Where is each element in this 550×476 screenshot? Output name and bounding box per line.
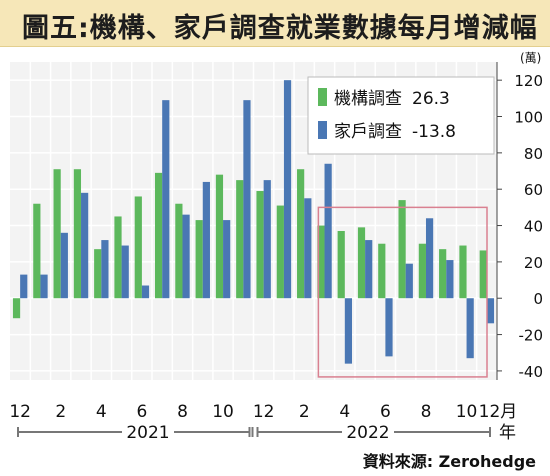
x-tick-label: 12 [253, 402, 275, 422]
bar-establishment-survey [276, 205, 284, 299]
legend-series-value: 26.3 [412, 89, 450, 109]
bar-establishment-survey [357, 227, 366, 299]
bar-household-survey [385, 298, 393, 357]
bar-household-survey [243, 100, 251, 299]
bar-household-survey [425, 218, 434, 299]
x-tick-label: 10 [456, 402, 478, 422]
x-tick-label: 6 [136, 402, 147, 422]
chart-title: 圖五:機構、家戶調查就業數據每月增減幅 [22, 13, 538, 44]
bar-household-survey [60, 232, 68, 299]
y-tick-label: -40 [519, 363, 544, 381]
bar-establishment-survey [317, 225, 325, 299]
year-label-backing [122, 422, 174, 442]
x-tick-label: 12月 [479, 402, 518, 422]
y-tick-label: 80 [524, 145, 543, 163]
legend-swatch [318, 121, 327, 139]
bar-household-survey [344, 298, 353, 364]
bar-household-survey [304, 198, 312, 299]
highlight-box [317, 206, 488, 378]
bar-household-survey [365, 240, 373, 299]
x-tick-label: 2 [55, 402, 66, 422]
bar-household-survey [202, 181, 210, 299]
bar-household-survey [101, 240, 109, 299]
bar-establishment-survey [154, 172, 163, 299]
bar-household-survey [40, 274, 48, 299]
bar-establishment-survey [195, 220, 203, 299]
x-tick-label: 8 [421, 402, 432, 422]
bar-establishment-survey [479, 250, 487, 299]
title-bar: 圖五:機構、家戶調查就業數據每月增減幅 [0, 0, 550, 47]
x-tick-label: 4 [339, 402, 350, 422]
x-tick-label: 6 [380, 402, 391, 422]
bar-household-survey [486, 298, 495, 324]
y-tick-label: 100 [514, 109, 543, 127]
year-label-backing [342, 422, 394, 442]
legend-series-value: -13.8 [412, 122, 456, 142]
bar-establishment-survey [53, 169, 61, 299]
bar-establishment-survey [439, 249, 447, 299]
bar-household-survey [405, 263, 413, 299]
legend-swatch [318, 88, 327, 106]
bar-household-survey [324, 163, 332, 299]
bar-household-survey [466, 298, 474, 359]
bar-establishment-survey [134, 196, 142, 299]
source-note: 資料來源: Zerohedge [362, 452, 536, 471]
x-tick-label: 10 [212, 402, 234, 422]
year-label: 2022 [346, 423, 389, 443]
y-tick-label: 40 [524, 218, 543, 236]
bar-establishment-survey [418, 243, 426, 299]
y-tick-label: -20 [519, 327, 544, 345]
x-tick-label: 8 [177, 402, 188, 422]
bar-household-survey [182, 214, 190, 299]
bar-household-survey [81, 192, 89, 299]
x-tick-label: 2 [299, 402, 310, 422]
bar-establishment-survey [94, 249, 102, 299]
bar-household-survey [446, 260, 454, 299]
bar-establishment-survey [12, 298, 21, 319]
bar-establishment-survey [215, 174, 224, 299]
bar-establishment-survey [73, 169, 82, 299]
bar-establishment-survey [297, 169, 305, 299]
bar-establishment-survey [114, 216, 122, 299]
bar-establishment-survey [236, 180, 244, 299]
bar-household-survey [263, 180, 271, 299]
bar-household-survey [141, 285, 150, 299]
y-tick-label: 0 [533, 290, 543, 308]
y-tick-label: 120 [514, 72, 543, 90]
bar-household-survey [223, 220, 231, 299]
bar-household-survey [20, 274, 28, 299]
bar-establishment-survey [459, 245, 467, 299]
bar-establishment-survey [378, 243, 386, 299]
bar-establishment-survey [256, 191, 264, 299]
bar-establishment-survey [337, 230, 345, 299]
bar-establishment-survey [33, 203, 41, 299]
legend-series-name: 家戶調查 [334, 122, 402, 142]
y-tick-label: 60 [524, 181, 543, 199]
x-tick-label: 4 [96, 402, 107, 422]
legend-box [307, 76, 495, 155]
bar-establishment-survey [398, 200, 406, 299]
x-tick-label: 12 [9, 402, 31, 422]
bar-establishment-survey [175, 203, 183, 299]
y-tick-label: 20 [524, 254, 543, 272]
year-suffix-label: 年 [499, 423, 516, 443]
bar-household-survey [162, 100, 170, 299]
legend-series-name: 機構調查 [334, 89, 402, 109]
bar-household-survey [121, 245, 129, 299]
bar-household-survey [283, 80, 292, 299]
year-label: 2021 [126, 423, 169, 443]
y-unit-label: (萬) [520, 51, 541, 65]
